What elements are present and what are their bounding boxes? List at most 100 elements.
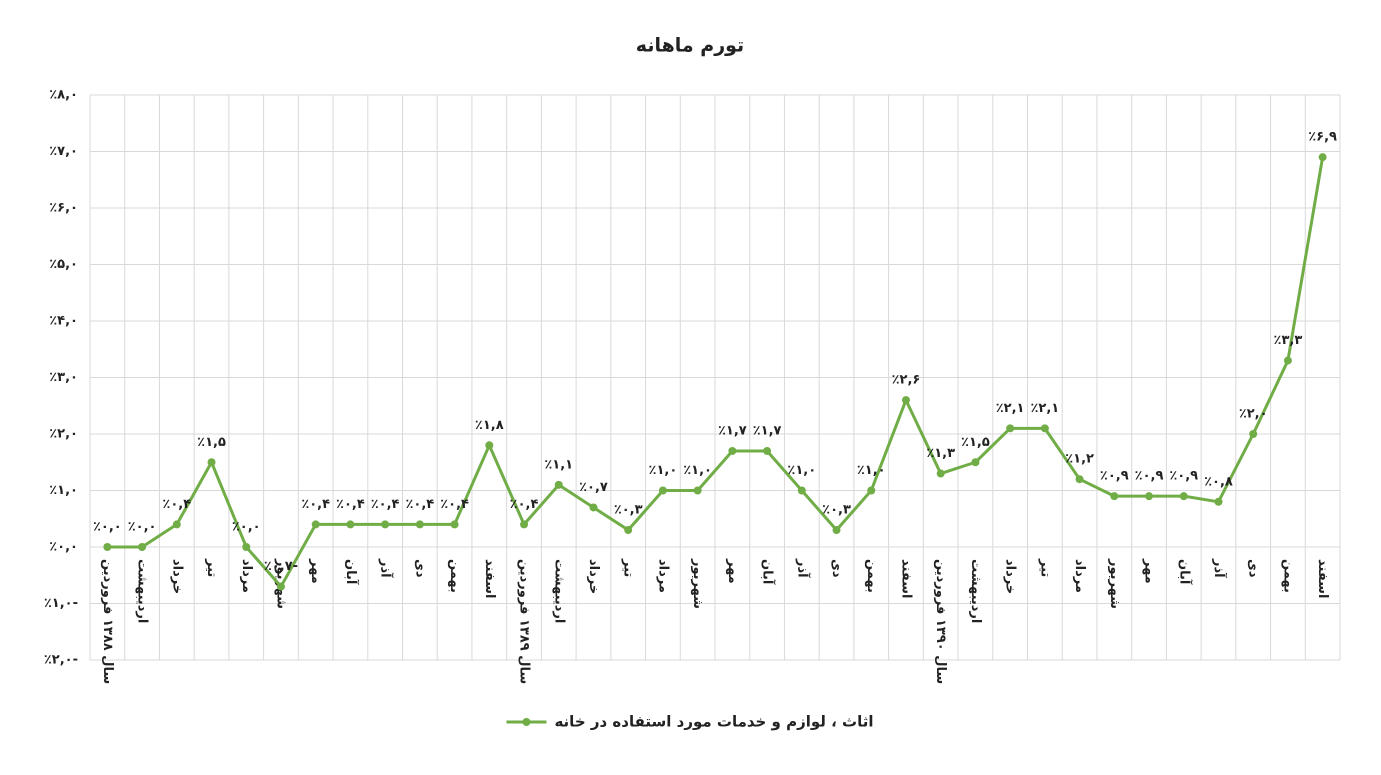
- data-point: [520, 520, 529, 529]
- data-point: [207, 458, 216, 467]
- y-tick-label: ٪۷,۰: [49, 144, 78, 159]
- x-tick-label: بهمن: [447, 559, 462, 593]
- x-tick-label: خرداد: [586, 559, 601, 594]
- data-label: ٪۱,۰: [683, 463, 712, 478]
- data-point: [172, 520, 181, 529]
- data-label: ٪۰,۹: [1169, 469, 1198, 484]
- data-point: [971, 458, 980, 467]
- data-label: ٪۰,۴: [510, 497, 539, 512]
- y-tick-label: ٪۱,۰-: [44, 596, 78, 611]
- data-label: ٪۰,۰: [128, 520, 157, 535]
- y-tick-label: ٪۰,۰: [49, 540, 78, 555]
- data-point: [1179, 492, 1188, 501]
- data-point: [311, 520, 320, 529]
- x-tick-label: مهر: [1142, 558, 1157, 584]
- data-label: ٪۲,۱: [996, 401, 1025, 416]
- data-point: [589, 503, 598, 512]
- x-tick-label: دی: [829, 559, 844, 578]
- data-label: ٪۰,۴: [301, 497, 330, 512]
- data-point: [1214, 497, 1223, 506]
- data-point: [415, 520, 424, 529]
- data-label: ٪۰,۴: [336, 497, 365, 512]
- data-label: ٪۲,۶: [892, 373, 921, 388]
- x-tick-label: بهمن: [864, 559, 879, 593]
- x-tick-label: تیر: [1037, 558, 1052, 577]
- data-label: ٪۰,۷: [579, 480, 608, 495]
- data-point: [346, 520, 355, 529]
- y-tick-label: ٪۲,۰-: [44, 653, 78, 668]
- y-tick-label: ٪۶,۰: [49, 201, 78, 216]
- data-label: ٪۱,۰: [857, 463, 886, 478]
- data-label: ٪۰,۰: [93, 520, 122, 535]
- x-tick-label: آبان: [343, 559, 360, 585]
- data-point: [1006, 424, 1015, 433]
- x-tick-label: اسفند: [482, 559, 497, 598]
- x-tick-label: آذر: [794, 558, 811, 578]
- data-label: ٪۲,۱: [1030, 401, 1059, 416]
- y-tick-label: ٪۱,۰: [49, 483, 78, 498]
- data-point: [138, 543, 147, 551]
- data-point: [450, 520, 459, 529]
- data-label: ٪۱,۰: [649, 463, 678, 478]
- x-tick-label: اسفند: [1315, 559, 1330, 598]
- x-tick-label: دی: [412, 559, 427, 578]
- data-point: [832, 526, 841, 535]
- x-tick-label: سال ۱۳۹۰ فروردین: [933, 559, 948, 684]
- data-label: ٪۱,۷: [718, 423, 747, 438]
- data-point: [1040, 424, 1049, 433]
- y-tick-label: ٪۲,۰: [49, 427, 78, 442]
- data-point: [1145, 492, 1154, 501]
- data-label: ٪۱,۳: [926, 446, 955, 461]
- legend-marker: [522, 718, 531, 726]
- data-label: ٪۰,۴: [162, 497, 191, 512]
- y-tick-label: ٪۳,۰: [49, 370, 78, 385]
- x-tick-label: مهر: [725, 558, 740, 584]
- x-tick-label: آذر: [378, 558, 395, 578]
- x-tick-label: شهریور: [690, 558, 705, 609]
- data-label: ٪۰,۴: [440, 497, 469, 512]
- data-point: [728, 446, 737, 455]
- chart-title: تورم ماهانه: [636, 35, 744, 57]
- data-label: ٪۱,۵: [961, 435, 990, 450]
- data-point: [381, 520, 390, 529]
- data-point: [1075, 475, 1084, 484]
- data-label: ٪۰,۴: [371, 497, 400, 512]
- x-tick-label: مرداد: [239, 559, 254, 593]
- data-point: [1283, 356, 1292, 365]
- x-tick-label: اردیبهشت: [551, 559, 566, 623]
- data-point: [901, 396, 910, 405]
- data-point: [867, 486, 876, 495]
- data-label: ٪۰,۹: [1135, 469, 1164, 484]
- x-tick-label: اردیبهشت: [968, 559, 983, 623]
- data-point: [763, 446, 772, 455]
- data-label: ٪۱,۷: [753, 423, 782, 438]
- data-point: [554, 480, 563, 489]
- data-point: [936, 469, 945, 478]
- x-tick-label: مرداد: [1072, 559, 1087, 593]
- data-point: [1249, 430, 1258, 438]
- data-point: [624, 526, 633, 535]
- x-tick-label: تیر: [621, 558, 636, 577]
- y-tick-label: ٪۸,۰: [49, 88, 78, 103]
- x-tick-label: مرداد: [655, 559, 670, 593]
- x-tick-label: سال ۱۳۸۸ فروردین: [100, 559, 115, 684]
- data-label: ٪۰,۳: [822, 503, 851, 518]
- x-tick-label: آبان: [1176, 559, 1193, 585]
- data-label: ٪۳,۳: [1274, 333, 1303, 348]
- data-point: [276, 582, 285, 591]
- data-point: [485, 441, 494, 450]
- data-label: ٪۰,۰: [232, 520, 261, 535]
- data-label: ٪۱,۸: [475, 418, 504, 433]
- x-tick-label: اسفند: [898, 559, 913, 598]
- x-tick-label: شهریور: [1107, 558, 1122, 609]
- data-label: ٪۱,۵: [197, 435, 226, 450]
- data-label: ٪۱,۰: [787, 463, 816, 478]
- x-tick-label: آبان: [760, 559, 777, 585]
- data-point: [242, 543, 251, 551]
- data-point: [658, 486, 667, 495]
- x-tick-label: دی: [1246, 559, 1261, 578]
- legend-label: اثاث ، لوازم و خدمات مورد استفاده در خان…: [554, 713, 873, 731]
- data-label: ٪۶,۹: [1308, 130, 1337, 145]
- data-label: ٪۰,۹: [1100, 469, 1129, 484]
- series-line: [107, 156, 1325, 589]
